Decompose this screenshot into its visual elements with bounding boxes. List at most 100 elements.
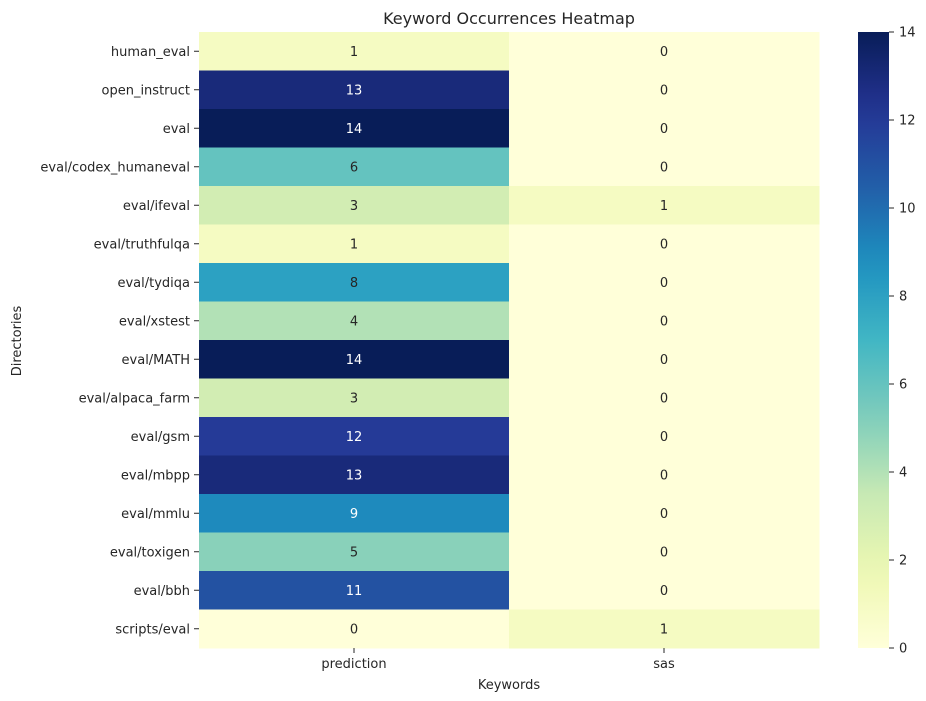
heatmap-cell — [509, 417, 820, 456]
heatmap-cell — [199, 494, 510, 533]
cell-value-label: 0 — [660, 584, 668, 599]
y-tick-label: eval/mbpp — [121, 468, 190, 483]
cell-value-label: 1 — [350, 45, 358, 60]
heatmap-cell — [509, 378, 820, 418]
cell-value-label: 5 — [350, 545, 358, 560]
cell-value-label: 1 — [350, 237, 358, 252]
cell-value-label: 3 — [350, 391, 358, 406]
heatmap-cell — [509, 301, 820, 341]
cell-value-label: 9 — [350, 507, 358, 522]
cell-value-label: 0 — [660, 468, 668, 483]
cell-value-label: 0 — [660, 83, 668, 98]
cell-value-label: 0 — [660, 276, 668, 291]
heatmap-cell — [199, 417, 510, 456]
cell-value-label: 13 — [346, 83, 363, 98]
heatmap-cell — [509, 494, 820, 533]
y-tick-label: eval/ifeval — [123, 199, 190, 214]
heatmap-cell — [199, 609, 510, 649]
cell-value-label: 0 — [660, 507, 668, 522]
cell-value-label: 4 — [350, 314, 358, 329]
colorbar-tick-label: 6 — [899, 378, 907, 393]
colorbar-tick-label: 12 — [899, 114, 916, 129]
cell-value-label: 0 — [660, 237, 668, 252]
y-tick-label: eval/truthfulqa — [94, 237, 190, 252]
chart-title: Keyword Occurrences Heatmap — [383, 9, 635, 28]
y-tick-label: human_eval — [111, 45, 190, 60]
y-tick-label: eval/MATH — [122, 353, 190, 368]
colorbar-gradient — [858, 32, 889, 648]
heatmap-cell — [199, 532, 510, 572]
cell-value-label: 0 — [660, 430, 668, 445]
cell-value-label: 0 — [660, 122, 668, 137]
y-tick-label: eval/alpaca_farm — [79, 391, 190, 406]
y-tick-label: eval — [163, 122, 190, 137]
x-axis-label: Keywords — [478, 678, 541, 693]
heatmap-cell — [509, 224, 820, 264]
heatmap-cell — [509, 455, 820, 495]
heatmap-cell — [199, 378, 510, 418]
heatmap-cell — [199, 301, 510, 341]
heatmap-cell — [509, 186, 820, 225]
colorbar-tick-label: 4 — [899, 466, 907, 481]
y-tick-label: eval/toxigen — [110, 545, 190, 560]
heatmap-cell — [509, 340, 820, 379]
cell-value-label: 13 — [346, 468, 363, 483]
cell-value-label: 14 — [346, 122, 363, 137]
heatmap-cell — [509, 109, 820, 148]
cell-value-label: 6 — [350, 160, 358, 175]
heatmap-cell — [199, 32, 510, 71]
cell-value-label: 14 — [346, 353, 363, 368]
heatmap-cell — [199, 340, 510, 379]
heatmap-cells: 1 013 014 06 03 11 08 04 014 03 012 013 09 05 011 00 1 — [199, 32, 820, 649]
y-tick-label: eval/tydiqa — [117, 276, 190, 291]
colorbar-tick-label: 8 — [899, 290, 907, 305]
cell-value-label: 8 — [350, 276, 358, 291]
y-tick-label: eval/codex_humaneval — [40, 160, 190, 175]
y-tick-label: open_instruct — [102, 83, 191, 98]
heatmap-cell — [509, 609, 820, 649]
heatmap-cell — [199, 224, 510, 264]
cell-value-label: 0 — [660, 314, 668, 329]
colorbar: 0 2 4 6 8 10 12 14 — [858, 26, 916, 657]
x-tick-labels: prediction sas — [321, 648, 675, 672]
cell-value-label: 0 — [660, 45, 668, 60]
cell-value-label: 0 — [660, 353, 668, 368]
colorbar-tick-label: 14 — [899, 26, 916, 41]
y-axis-label: Directories — [10, 305, 25, 376]
heatmap-cell — [509, 70, 820, 110]
heatmap-cell — [199, 263, 510, 302]
heatmap-cell — [509, 147, 820, 187]
heatmap-cell — [199, 70, 510, 110]
cell-value-label: 0 — [660, 160, 668, 175]
heatmap-cell — [509, 32, 820, 71]
cell-value-label: 0 — [660, 545, 668, 560]
x-tick-label: prediction — [321, 657, 386, 672]
cell-value-label: 12 — [346, 430, 363, 445]
cell-value-label: 1 — [660, 622, 668, 637]
heatmap-cell — [509, 571, 820, 610]
heatmap-cell — [199, 571, 510, 610]
y-tick-label: eval/bbh — [134, 584, 190, 599]
cell-value-label: 0 — [350, 622, 358, 637]
heatmap-cell — [509, 532, 820, 572]
colorbar-tick-label: 10 — [899, 202, 916, 217]
heatmap-cell — [509, 263, 820, 302]
cell-value-label: 11 — [346, 584, 363, 599]
y-tick-label: eval/gsm — [131, 430, 190, 445]
heatmap-cell — [199, 186, 510, 225]
cell-value-label: 1 — [660, 199, 668, 214]
heatmap-cell — [199, 147, 510, 187]
x-tick-label: sas — [653, 657, 675, 672]
colorbar-tick-label: 2 — [899, 554, 907, 569]
colorbar-tick-label: 0 — [899, 642, 907, 657]
heatmap-cell — [199, 109, 510, 148]
heatmap-cell — [199, 455, 510, 495]
y-tick-label: scripts/eval — [115, 622, 190, 637]
y-tick-label: eval/xstest — [119, 314, 190, 329]
y-tick-label: eval/mmlu — [121, 507, 190, 522]
colorbar-ticks: 0 2 4 6 8 10 12 14 — [889, 26, 916, 657]
cell-value-label: 0 — [660, 391, 668, 406]
cell-value-label: 3 — [350, 199, 358, 214]
